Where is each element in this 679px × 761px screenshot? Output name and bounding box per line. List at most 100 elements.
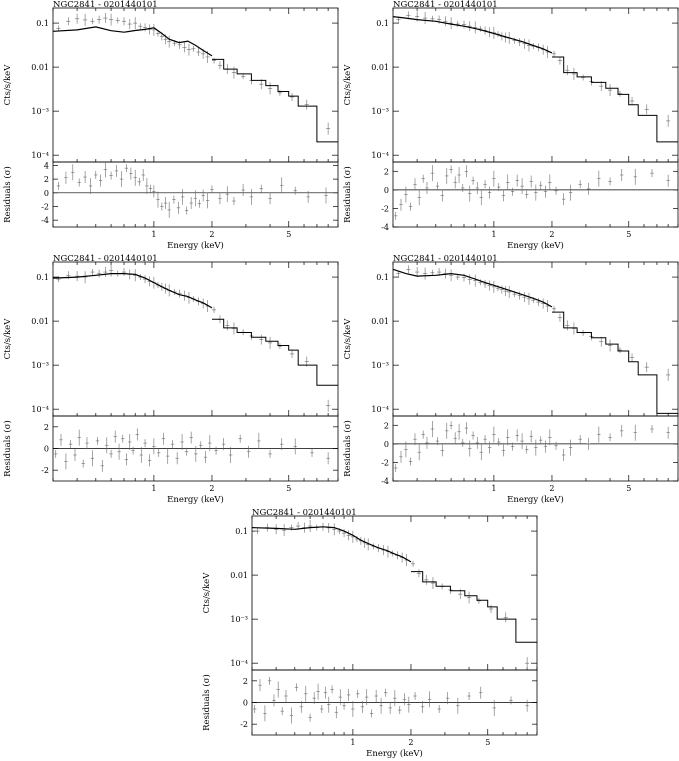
p2-y-tick-label: 0.1 [376, 19, 389, 28]
spectrum-panel-3: NGC2841 - 0201440101 1 2 5 Energy (keV) 0.1 0.… [0, 254, 340, 508]
p2-x-axis-label: Energy (keV) [507, 240, 564, 251]
p4-res-y-tick-label: 0 [384, 440, 389, 449]
p1-res-y-tick-label: 0 [44, 189, 49, 198]
p2-y-tick-label: 10⁻⁴ [371, 151, 389, 160]
p4-res-axis-label: Residuals (σ) [342, 420, 353, 477]
p1-residual-frame [52, 161, 339, 228]
p2-res-y-tick-label: -4 [381, 223, 389, 232]
p3-x-axis-label: Energy (keV) [167, 494, 224, 505]
spectrum-panel-4-svg: NGC2841 - 0201440101 1 2 5 Energy (keV) 0.1 0.… [342, 254, 679, 505]
p4-chart-title: NGC2841 - 0201440101 [393, 254, 498, 264]
p3-model-curve [52, 273, 213, 309]
p3-res-y-tick-label: 2 [44, 423, 49, 432]
p5-x-tick-label: 1 [350, 738, 355, 747]
p2-model-curve [392, 16, 553, 54]
p3-y-tick-label: 10⁻³ [31, 361, 49, 370]
p4-y-tick-label: 0.01 [371, 317, 389, 326]
p4-y-tick-label: 0.1 [376, 273, 389, 282]
p5-y-axis-label: Cts/s/keV [202, 572, 212, 614]
p1-x-tick-label: 2 [209, 230, 214, 239]
p4-y-axis-label: Cts/s/keV [343, 318, 353, 360]
p5-y-tick-label: 0.01 [230, 571, 248, 580]
p3-model-steps [212, 318, 338, 386]
p3-res-axis-label: Residuals (σ) [2, 420, 13, 477]
p1-x-tick-label: 5 [286, 230, 291, 239]
spectrum-panel-2: NGC2841 - 0201440101 1 2 5 Energy (keV) 0.1 0.… [340, 0, 679, 254]
p2-res-y-tick-label: 0 [384, 186, 389, 195]
p4-model-curve [392, 268, 553, 308]
p4-x-tick-label: 1 [491, 484, 496, 493]
p4-spectrum-frame [392, 261, 679, 417]
p4-residual-frame [392, 415, 679, 482]
p1-y-tick-label: 0.1 [36, 19, 49, 28]
spectrum-panel-5-svg: NGC2841 - 0201440101 1 2 5 Energy (keV) 0.1 0.… [201, 508, 538, 759]
p2-y-tick-label: 0.01 [371, 63, 389, 72]
p5-y-tick-label: 0.1 [235, 527, 248, 536]
p4-x-tick-label: 5 [626, 484, 631, 493]
spectrum-panel-4: NGC2841 - 0201440101 1 2 5 Energy (keV) 0.1 0.… [340, 254, 679, 508]
p4-res-y-tick-label: -2 [381, 458, 389, 467]
p4-y-tick-label: 10⁻⁴ [371, 405, 389, 414]
spectrum-panel-2-svg: NGC2841 - 0201440101 1 2 5 Energy (keV) 0.1 0.… [342, 0, 679, 251]
p5-res-y-tick-label: -2 [240, 720, 248, 729]
p1-y-tick-label: 10⁻³ [31, 107, 49, 116]
p5-spectrum-frame [251, 515, 538, 671]
p1-res-y-tick-label: 4 [44, 161, 49, 170]
p1-x-axis-label: Energy (keV) [167, 240, 224, 251]
p1-chart-title: NGC2841 - 0201440101 [53, 0, 158, 10]
p4-res-y-tick-label: 2 [384, 421, 389, 430]
p3-y-tick-label: 0.1 [36, 273, 49, 282]
p5-chart-title: NGC2841 - 0201440101 [252, 508, 357, 518]
p2-res-y-tick-label: -2 [381, 204, 389, 213]
p5-x-tick-label: 5 [485, 738, 490, 747]
p2-y-tick-label: 10⁻³ [371, 107, 389, 116]
p1-y-tick-label: 0.01 [31, 63, 49, 72]
p5-y-tick-label: 10⁻³ [230, 615, 248, 624]
p3-x-tick-label: 5 [286, 484, 291, 493]
p3-res-y-tick-label: 0 [44, 445, 49, 454]
p4-x-tick-label: 2 [549, 484, 554, 493]
p2-res-y-tick-label: 2 [384, 167, 389, 176]
p2-x-tick-label: 1 [491, 230, 496, 239]
p1-res-y-tick-label: 2 [44, 175, 49, 184]
p5-model-steps [411, 571, 537, 643]
p2-x-tick-label: 5 [626, 230, 631, 239]
p1-res-axis-label: Residuals (σ) [2, 166, 13, 223]
p2-spectrum-frame [392, 7, 679, 163]
spectrum-panel-1: NGC2841 - 0201440101 1 2 5 Energy (keV) 0.1 0.… [0, 0, 340, 254]
p2-model-steps [552, 56, 678, 143]
p4-model-steps [552, 311, 678, 414]
p5-model-curve [251, 526, 412, 563]
p3-spectrum-frame [52, 261, 339, 417]
p1-x-tick-label: 1 [151, 230, 156, 239]
p3-y-axis-label: Cts/s/keV [3, 318, 13, 360]
p3-res-y-tick-label: -2 [41, 466, 49, 475]
p1-model-steps [212, 58, 338, 143]
p5-res-y-tick-label: 2 [243, 677, 248, 686]
p1-model-curve [52, 26, 213, 57]
p2-residual-frame [392, 161, 679, 228]
p5-res-y-tick-label: 0 [243, 699, 248, 708]
p4-x-axis-label: Energy (keV) [507, 494, 564, 505]
p5-y-tick-label: 10⁻⁴ [230, 659, 248, 668]
p1-spectrum-frame [52, 7, 339, 163]
p1-res-y-tick-label: -2 [41, 202, 49, 211]
p5-res-axis-label: Residuals (σ) [201, 674, 212, 731]
p2-chart-title: NGC2841 - 0201440101 [393, 0, 498, 10]
p4-y-tick-label: 10⁻³ [371, 361, 389, 370]
p2-x-tick-label: 2 [549, 230, 554, 239]
p3-x-tick-label: 1 [151, 484, 156, 493]
p4-res-y-tick-label: -4 [381, 477, 389, 486]
p5-x-tick-label: 2 [408, 738, 413, 747]
p3-x-tick-label: 2 [209, 484, 214, 493]
p5-x-axis-label: Energy (keV) [366, 748, 423, 759]
spectrum-panel-3-svg: NGC2841 - 0201440101 1 2 5 Energy (keV) 0.1 0.… [2, 254, 339, 505]
p1-y-tick-label: 10⁻⁴ [31, 151, 49, 160]
p3-chart-title: NGC2841 - 0201440101 [53, 254, 158, 264]
spectrum-panel-5: NGC2841 - 0201440101 1 2 5 Energy (keV) 0.1 0.… [199, 508, 539, 761]
p1-y-axis-label: Cts/s/keV [3, 64, 13, 106]
p3-y-tick-label: 10⁻⁴ [31, 405, 49, 414]
p3-y-tick-label: 0.01 [31, 317, 49, 326]
p1-res-y-tick-label: -4 [41, 216, 49, 225]
p2-y-axis-label: Cts/s/keV [343, 64, 353, 106]
